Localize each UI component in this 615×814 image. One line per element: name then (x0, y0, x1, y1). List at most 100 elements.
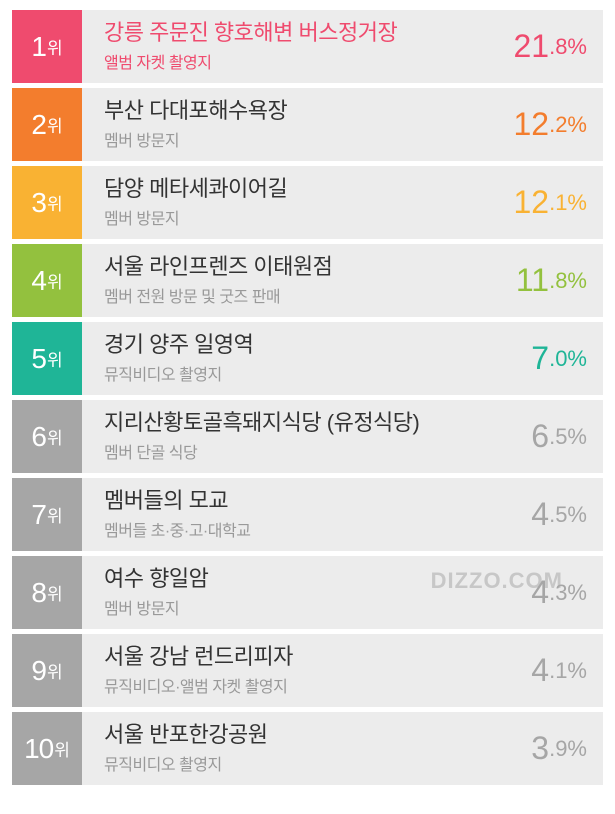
item-title: 멤버들의 모교 (104, 488, 488, 514)
item-title: 지리산황토골흑돼지식당 (유정식당) (104, 410, 488, 436)
rank-badge: 4위 (12, 244, 82, 317)
rank-badge: 9위 (12, 634, 82, 707)
list-item: 6위 지리산황토골흑돼지식당 (유정식당) 멤버 단골 식당 6.5% (12, 400, 603, 473)
item-title: 서울 라인프렌즈 이태원점 (104, 254, 488, 280)
item-title: 서울 반포한강공원 (104, 722, 488, 748)
rank-number: 6 (31, 421, 46, 453)
item-percentage: 11.8% (498, 244, 603, 317)
rank-badge: 2위 (12, 88, 82, 161)
item-subtitle: 멤버들 초·중·고·대학교 (104, 517, 488, 541)
list-item: 5위 경기 양주 일영역 뮤직비디오 촬영지 7.0% (12, 322, 603, 395)
ranking-list: 1위 강릉 주문진 향호해변 버스정거장 앨범 자켓 촬영지 21.8% 2위 … (12, 10, 603, 785)
rank-number: 7 (31, 499, 46, 531)
item-content: 담양 메타세콰이어길 멤버 방문지 (82, 166, 498, 239)
item-content: 경기 양주 일영역 뮤직비디오 촬영지 (82, 322, 498, 395)
item-percentage: 21.8% (498, 10, 603, 83)
rank-badge: 3위 (12, 166, 82, 239)
item-content: 부산 다대포해수욕장 멤버 방문지 (82, 88, 498, 161)
item-content: 서울 강남 런드리피자 뮤직비디오·앨범 자켓 촬영지 (82, 634, 498, 707)
pct-decimal: .0% (549, 346, 587, 372)
rank-number: 9 (31, 655, 46, 687)
item-subtitle: 뮤직비디오 촬영지 (104, 361, 488, 385)
item-subtitle: 멤버 방문지 (104, 595, 488, 619)
item-subtitle: 멤버 단골 식당 (104, 439, 488, 463)
pct-integer: 12 (513, 184, 549, 221)
rank-badge: 1위 (12, 10, 82, 83)
item-content: 강릉 주문진 향호해변 버스정거장 앨범 자켓 촬영지 (82, 10, 498, 83)
item-subtitle: 멤버 전원 방문 및 굿즈 판매 (104, 283, 488, 307)
list-item: 8위 여수 향일암 멤버 방문지 4.3% (12, 556, 603, 629)
list-item: 4위 서울 라인프렌즈 이태원점 멤버 전원 방문 및 굿즈 판매 11.8% (12, 244, 603, 317)
rank-number: 3 (31, 187, 46, 219)
list-item: 10위 서울 반포한강공원 뮤직비디오 촬영지 3.9% (12, 712, 603, 785)
item-subtitle: 앨범 자켓 촬영지 (104, 49, 488, 73)
item-title: 여수 향일암 (104, 566, 488, 592)
item-percentage: 4.1% (498, 634, 603, 707)
rank-suffix: 위 (47, 580, 63, 605)
item-subtitle: 뮤직비디오 촬영지 (104, 751, 488, 775)
item-content: 지리산황토골흑돼지식당 (유정식당) 멤버 단골 식당 (82, 400, 498, 473)
item-percentage: 4.5% (498, 478, 603, 551)
rank-suffix: 위 (47, 502, 63, 527)
rank-badge: 6위 (12, 400, 82, 473)
pct-integer: 21 (513, 28, 549, 65)
pct-integer: 7 (531, 340, 549, 377)
rank-suffix: 위 (47, 112, 63, 137)
item-percentage: 6.5% (498, 400, 603, 473)
pct-integer: 11 (516, 262, 549, 299)
list-item: 7위 멤버들의 모교 멤버들 초·중·고·대학교 4.5% (12, 478, 603, 551)
pct-integer: 12 (513, 106, 549, 143)
pct-integer: 4 (531, 574, 549, 611)
item-content: 서울 라인프렌즈 이태원점 멤버 전원 방문 및 굿즈 판매 (82, 244, 498, 317)
pct-integer: 6 (531, 418, 549, 455)
pct-decimal: .5% (549, 502, 587, 528)
pct-decimal: .3% (549, 580, 587, 606)
rank-number: 8 (31, 577, 46, 609)
rank-number: 2 (31, 109, 46, 141)
item-percentage: 12.2% (498, 88, 603, 161)
item-title: 서울 강남 런드리피자 (104, 644, 488, 670)
item-content: 멤버들의 모교 멤버들 초·중·고·대학교 (82, 478, 498, 551)
rank-badge: 7위 (12, 478, 82, 551)
list-item: 2위 부산 다대포해수욕장 멤버 방문지 12.2% (12, 88, 603, 161)
rank-suffix: 위 (47, 34, 63, 59)
rank-number: 10 (24, 733, 53, 765)
rank-suffix: 위 (47, 424, 63, 449)
pct-decimal: .5% (549, 424, 587, 450)
pct-integer: 3 (531, 730, 549, 767)
item-content: 서울 반포한강공원 뮤직비디오 촬영지 (82, 712, 498, 785)
rank-badge: 5위 (12, 322, 82, 395)
item-percentage: 3.9% (498, 712, 603, 785)
item-subtitle: 멤버 방문지 (104, 205, 488, 229)
rank-suffix: 위 (47, 268, 63, 293)
item-percentage: 7.0% (498, 322, 603, 395)
rank-suffix: 위 (47, 658, 63, 683)
rank-badge: 8위 (12, 556, 82, 629)
pct-integer: 4 (531, 496, 549, 533)
item-title: 부산 다대포해수욕장 (104, 98, 488, 124)
item-subtitle: 뮤직비디오·앨범 자켓 촬영지 (104, 673, 488, 697)
item-subtitle: 멤버 방문지 (104, 127, 488, 151)
item-percentage: 12.1% (498, 166, 603, 239)
rank-number: 1 (31, 31, 46, 63)
item-content: 여수 향일암 멤버 방문지 (82, 556, 498, 629)
rank-number: 5 (31, 343, 46, 375)
item-title: 강릉 주문진 향호해변 버스정거장 (104, 20, 488, 46)
pct-integer: 4 (531, 652, 549, 689)
pct-decimal: .8% (549, 268, 587, 294)
list-item: 9위 서울 강남 런드리피자 뮤직비디오·앨범 자켓 촬영지 4.1% (12, 634, 603, 707)
rank-suffix: 위 (54, 736, 70, 761)
rank-suffix: 위 (47, 346, 63, 371)
item-title: 담양 메타세콰이어길 (104, 176, 488, 202)
item-title: 경기 양주 일영역 (104, 332, 488, 358)
pct-decimal: .1% (549, 190, 587, 216)
list-item: 1위 강릉 주문진 향호해변 버스정거장 앨범 자켓 촬영지 21.8% (12, 10, 603, 83)
pct-decimal: .9% (549, 736, 587, 762)
pct-decimal: .2% (549, 112, 587, 138)
item-percentage: 4.3% (498, 556, 603, 629)
list-item: 3위 담양 메타세콰이어길 멤버 방문지 12.1% (12, 166, 603, 239)
pct-decimal: .1% (549, 658, 587, 684)
rank-number: 4 (31, 265, 46, 297)
pct-decimal: .8% (549, 34, 587, 60)
rank-suffix: 위 (47, 190, 63, 215)
